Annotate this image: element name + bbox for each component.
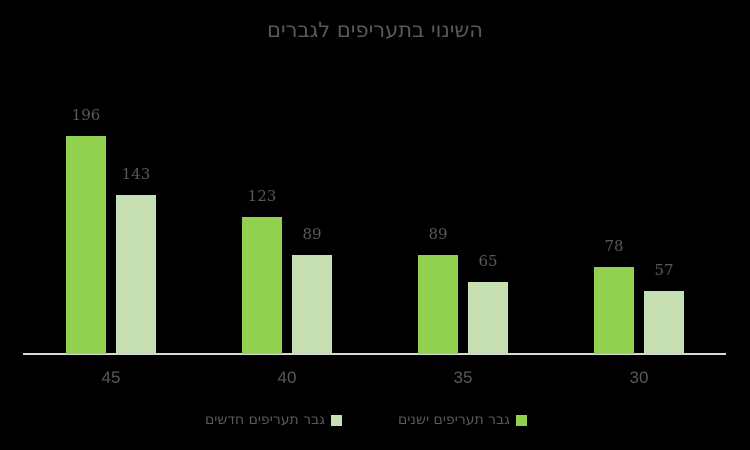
data-label: 196 [71,106,101,124]
data-label: 89 [428,225,448,243]
legend-swatch-old [515,414,527,426]
legend-swatch-new [330,414,342,426]
x-tick-label: 45 [101,368,121,387]
legend-label-new: גבר תעריפים חדשים [205,412,325,428]
legend-label-old: גבר תעריפים ישנים [398,412,510,428]
bar-new-45 [116,195,156,354]
bar-old-45 [66,136,106,354]
x-axis-line [23,353,726,355]
data-label: 57 [654,261,674,279]
data-label: 143 [121,165,151,183]
data-label: 123 [247,187,277,205]
chart-title: השינוי בתעריפים לגברים [266,18,484,42]
data-label: 78 [604,237,624,255]
x-tick-label: 35 [453,368,473,387]
bar-new-35 [468,282,508,354]
bar-old-35 [418,255,458,354]
bar-old-40 [242,217,282,354]
x-tick-label: 30 [629,368,649,387]
data-label: 89 [302,225,322,243]
data-label: 65 [478,252,498,270]
bar-old-30 [594,267,634,354]
bar-new-30 [644,291,684,354]
bar-new-40 [292,255,332,354]
x-tick-label: 40 [277,368,297,387]
legend-item-new: גבר תעריפים חדשים [205,410,342,430]
legend-item-old: גבר תעריפים ישנים [398,410,527,430]
